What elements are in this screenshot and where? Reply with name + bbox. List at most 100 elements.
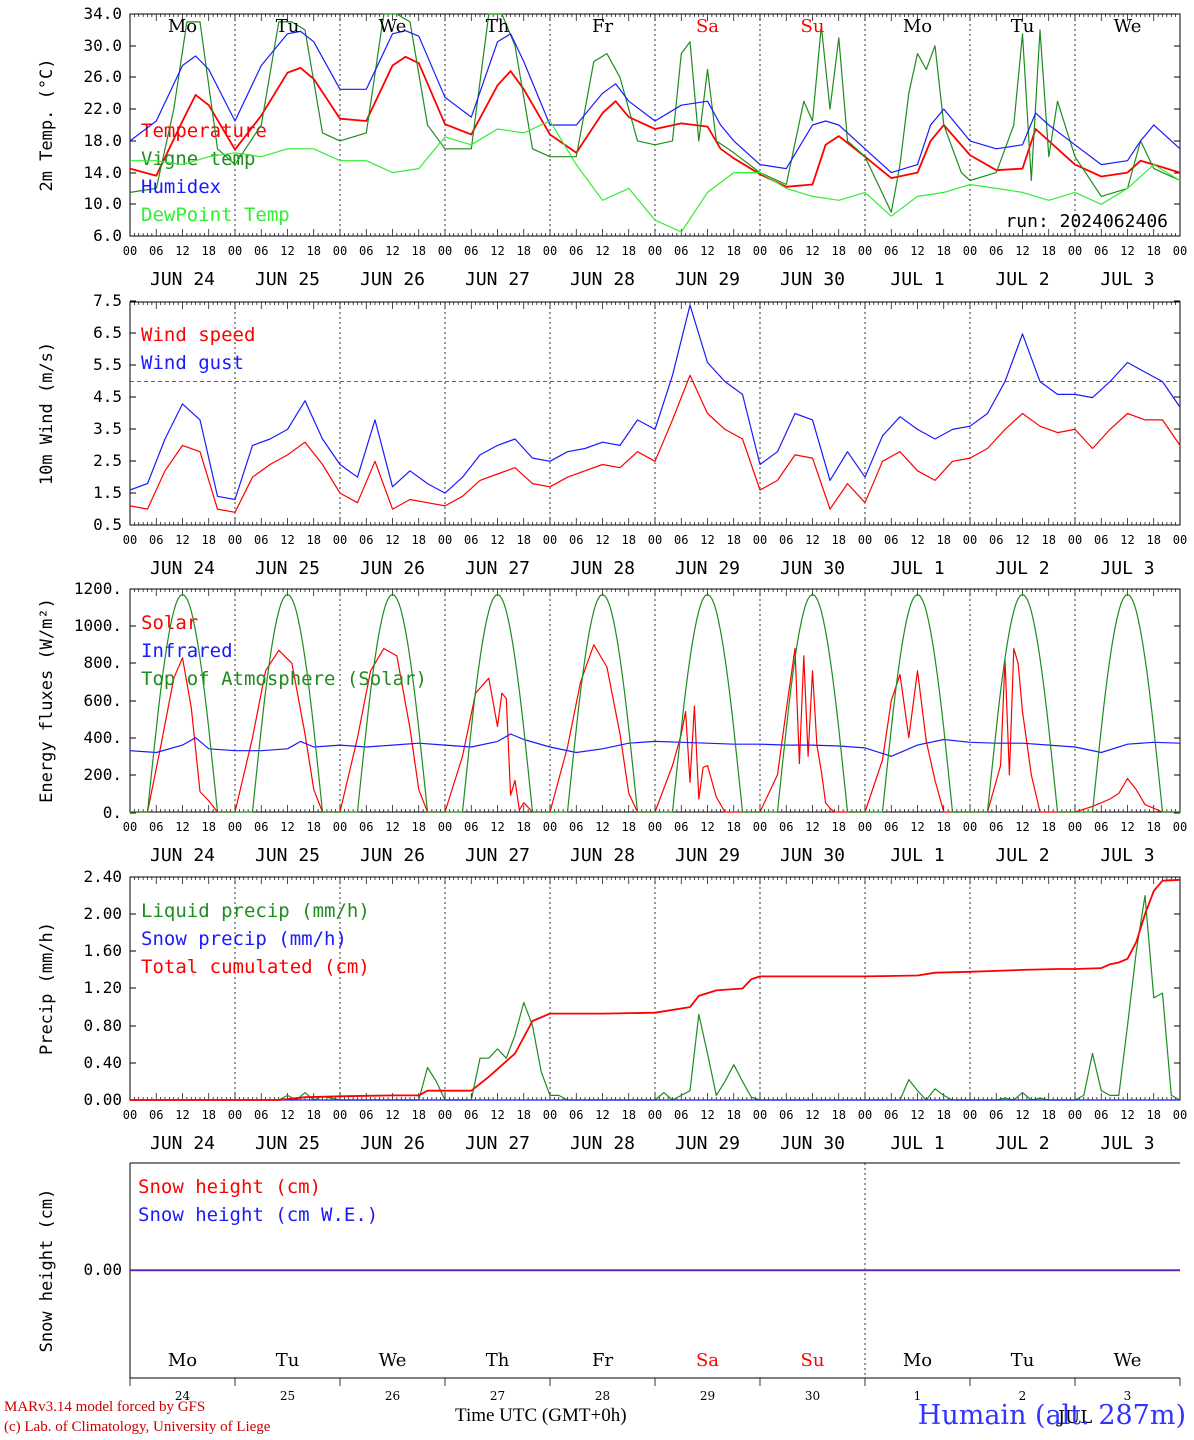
date-label: JUN 30 [780,269,845,290]
hour-label: 18 [517,533,531,547]
hour-label: 18 [412,820,426,834]
hour-label: 18 [412,244,426,258]
hour-label: 00 [543,244,557,258]
date-label: JUN 28 [570,845,635,866]
hour-label: 12 [490,1108,504,1122]
date-label: JUN 26 [360,269,425,290]
hour-label: 18 [1042,533,1056,547]
day-name: Mo [903,1350,932,1371]
hour-label: 06 [989,820,1003,834]
hour-label: 18 [622,1108,636,1122]
hour-label: 12 [805,820,819,834]
credit-model: MARv3.14 model forced by GFS [4,1399,206,1415]
hour-label: 00 [333,533,347,547]
date-label: JUL 1 [890,558,944,579]
day-name: We [379,16,407,37]
hour-label: 00 [1068,244,1082,258]
hour-label: 12 [490,244,504,258]
hour-label: 00 [228,533,242,547]
date-label: JUL 2 [995,1133,1049,1154]
day-name: We [1114,16,1142,37]
hour-label: 12 [805,244,819,258]
day-name: Th [486,1350,510,1371]
hour-label: 18 [412,1108,426,1122]
y-tick-label: 1.20 [83,978,122,997]
date-label: JUN 26 [360,845,425,866]
y-tick-label: 3.5 [93,419,122,438]
date-label: JUL 3 [1100,269,1154,290]
date-label: JUN 26 [360,558,425,579]
series-line [129,733,1181,757]
legend-entry: Liquid precip (mm/h) [141,900,370,922]
date-label: JUN 24 [150,558,215,579]
hour-label: 12 [595,533,609,547]
hour-label: 18 [622,533,636,547]
y-tick-label: 1.60 [83,941,122,960]
hour-label: 12 [280,244,294,258]
legend-entry: Humidex [141,176,221,198]
hour-label: 18 [307,1108,321,1122]
month-label: JUL [1056,1407,1092,1428]
hour-label: 00 [648,244,662,258]
series-line [129,13,1181,213]
hour-label: 00 [1068,1108,1082,1122]
y-tick-label: 0.80 [83,1016,122,1035]
hour-label: 06 [464,1108,478,1122]
hour-label: 00 [228,820,242,834]
date-label: JUN 25 [255,269,320,290]
hour-label: 00 [543,820,557,834]
hour-label: 00 [858,244,872,258]
hour-label: 12 [175,533,189,547]
hour-label: 06 [884,244,898,258]
date-label: JUN 28 [570,558,635,579]
hour-label: 06 [569,820,583,834]
day-number: 26 [385,1389,400,1403]
hour-label: 06 [1094,1108,1108,1122]
hour-label: 00 [123,820,137,834]
y-tick-label: 18.0 [83,131,122,150]
date-label: JUL 2 [995,269,1049,290]
legend-entry: Snow height (cm W.E.) [138,1204,378,1226]
y-tick-label: 4.5 [93,387,122,406]
legend-entry: Solar [141,612,198,634]
day-name: Su [801,16,825,37]
y-tick-label: 22.0 [83,99,122,118]
hour-label: 12 [280,533,294,547]
y-tick-label: 10.0 [83,194,122,213]
hour-label: 18 [1147,533,1161,547]
day-name: Su [801,1350,825,1371]
date-label: JUN 30 [780,845,845,866]
hour-label: 00 [963,244,977,258]
y-tick-label: 14.0 [83,163,122,182]
date-label: JUL 1 [890,269,944,290]
date-label: JUN 27 [465,1133,530,1154]
hour-label: 12 [700,1108,714,1122]
y-tick-label: 200. [83,765,122,784]
hour-label: 18 [1042,244,1056,258]
series-line [129,55,1181,188]
hour-label: 06 [149,244,163,258]
y-tick-label: 1.5 [93,483,122,502]
hour-label: 00 [438,533,452,547]
hour-label: 06 [779,1108,793,1122]
hour-label: 18 [727,1108,741,1122]
hour-label: 18 [832,820,846,834]
hour-label: 12 [1015,244,1029,258]
hour-label: 18 [727,244,741,258]
hour-label: 00 [438,1108,452,1122]
day-name: Mo [903,16,932,37]
hour-label: 12 [490,820,504,834]
chart-panel-5: 0.00 Snow height (cm) Snow height (cm) Snow… [37,1162,1181,1428]
hour-label: 18 [517,820,531,834]
hour-label: 12 [1120,533,1134,547]
series-line [130,594,1180,813]
hour-label: 18 [1042,1108,1056,1122]
day-name: Tu [1011,1350,1035,1371]
y-tick-label: 1200. [74,579,122,598]
date-label: JUL 1 [890,1133,944,1154]
y-tick-label: 6.0 [93,226,122,245]
hour-label: 12 [1015,820,1029,834]
y-axis-title: Precip (mm/h) [37,922,57,1055]
y-tick-label: 600. [83,691,122,710]
hour-label: 18 [202,820,216,834]
